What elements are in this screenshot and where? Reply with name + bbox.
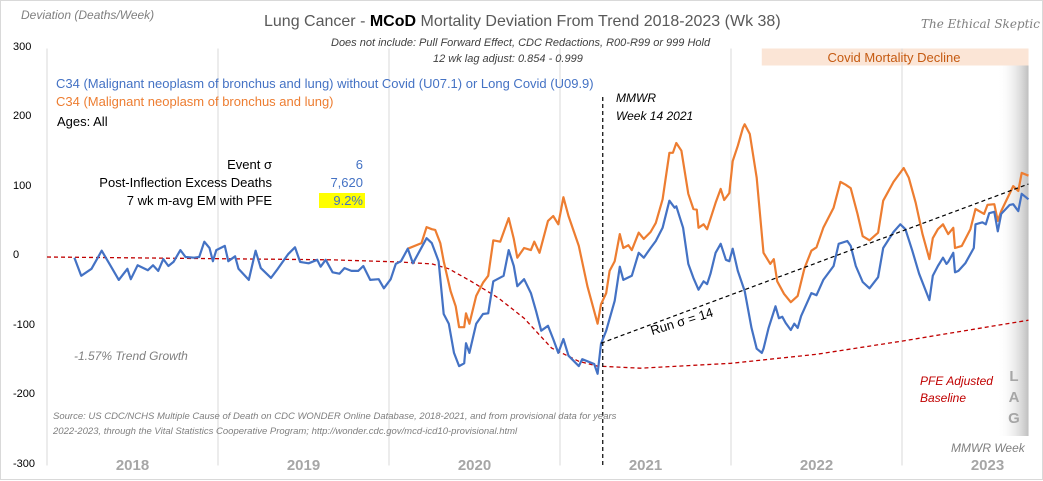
y-tick-label: 0: [13, 249, 20, 261]
x-tick-label: 2021: [628, 457, 663, 474]
pfe-baseline-line: [46, 256, 1029, 369]
band-label-text: Covid Mortality Decline: [827, 50, 961, 65]
pfe-line-1: PFE Adjusted: [920, 374, 993, 388]
y-tick-label: -200: [13, 388, 36, 400]
stat-label: 7 wk m-avg EM with PFE: [126, 193, 272, 208]
y-tick-label: 300: [13, 40, 32, 53]
pfe-baseline-label: PFE Adjusted Baseline: [920, 373, 993, 407]
lag-label: L A G: [1007, 366, 1021, 429]
lag-letter-l: L: [1009, 368, 1019, 385]
pfe-line-2: Baseline: [920, 391, 967, 405]
chart-title: Lung Cancer - MCoD Mortality Deviation F…: [264, 13, 781, 31]
x-tick-label: 2019: [286, 457, 321, 474]
x-axis-title: MMWR Week: [951, 441, 1025, 455]
x-tick-label: 2018: [115, 457, 150, 474]
title-prefix: Lung Cancer -: [264, 13, 370, 30]
series-line-all-c34: [407, 123, 1029, 329]
legend-series-orange: C34 (Malignant neoplasm of bronchus and …: [56, 94, 334, 109]
subtitle-2: 12 wk lag adjust: 0.854 - 0.999: [433, 53, 583, 65]
source-line-1: Source: US CDC/NCHS Multiple Cause of De…: [53, 411, 617, 422]
covid-decline-band-label: Covid Mortality Decline: [760, 49, 1028, 66]
title-bold: MCoD: [369, 13, 417, 30]
x-tick-label: 2020: [457, 457, 492, 474]
source-note: Source: US CDC/NCHS Multiple Cause of De…: [53, 409, 616, 439]
stat-value: 9.2%: [319, 193, 365, 208]
stat-label: Post-Inflection Excess Deaths: [99, 175, 272, 190]
lag-letter-g: G: [1008, 410, 1020, 427]
y-axis-title: Deviation (Deaths/Week): [21, 8, 154, 23]
lag-shading: [997, 65, 1029, 436]
legend-series-blue: C34 (Malignant neoplasm of bronchus and …: [56, 76, 594, 91]
covid-decline-band: [761, 48, 1029, 66]
y-tick-label: 200: [13, 110, 32, 122]
y-tick-label: 100: [13, 179, 32, 192]
y-tick-label: -100: [13, 318, 36, 331]
trend-growth-label: -1.57% Trend Growth: [74, 349, 188, 363]
lag-letter-a: A: [1008, 389, 1020, 406]
series-line-without-covid: [73, 192, 1030, 375]
mmwr-line-1: MMWR: [616, 91, 656, 105]
run-trend-line: [600, 183, 1029, 344]
stat-value: 7,620: [330, 175, 363, 190]
subtitle-1: Does not include: Pull Forward Effect, C…: [331, 37, 711, 49]
watermark-logo: The Ethical Skeptic: [921, 17, 1040, 31]
x-tick-label: 2023: [970, 457, 1005, 474]
mmwr-week-annotation: MMWR Week 14 2021: [616, 89, 693, 125]
legend-ages: Ages: All: [57, 114, 108, 129]
y-tick-label: -300: [13, 457, 36, 470]
mmwr-line-2: Week 14 2021: [616, 109, 694, 123]
title-suffix: Mortality Deviation From Trend 2018-2023…: [416, 13, 781, 30]
stat-label: Event σ: [227, 157, 272, 172]
y-axis-title-text: Deviation (Deaths/Week): [21, 8, 155, 22]
source-line-2: 2022-2023, through the Vital Statistics …: [53, 426, 518, 437]
stat-value: 6: [355, 157, 363, 172]
x-tick-label: 2022: [799, 457, 834, 474]
